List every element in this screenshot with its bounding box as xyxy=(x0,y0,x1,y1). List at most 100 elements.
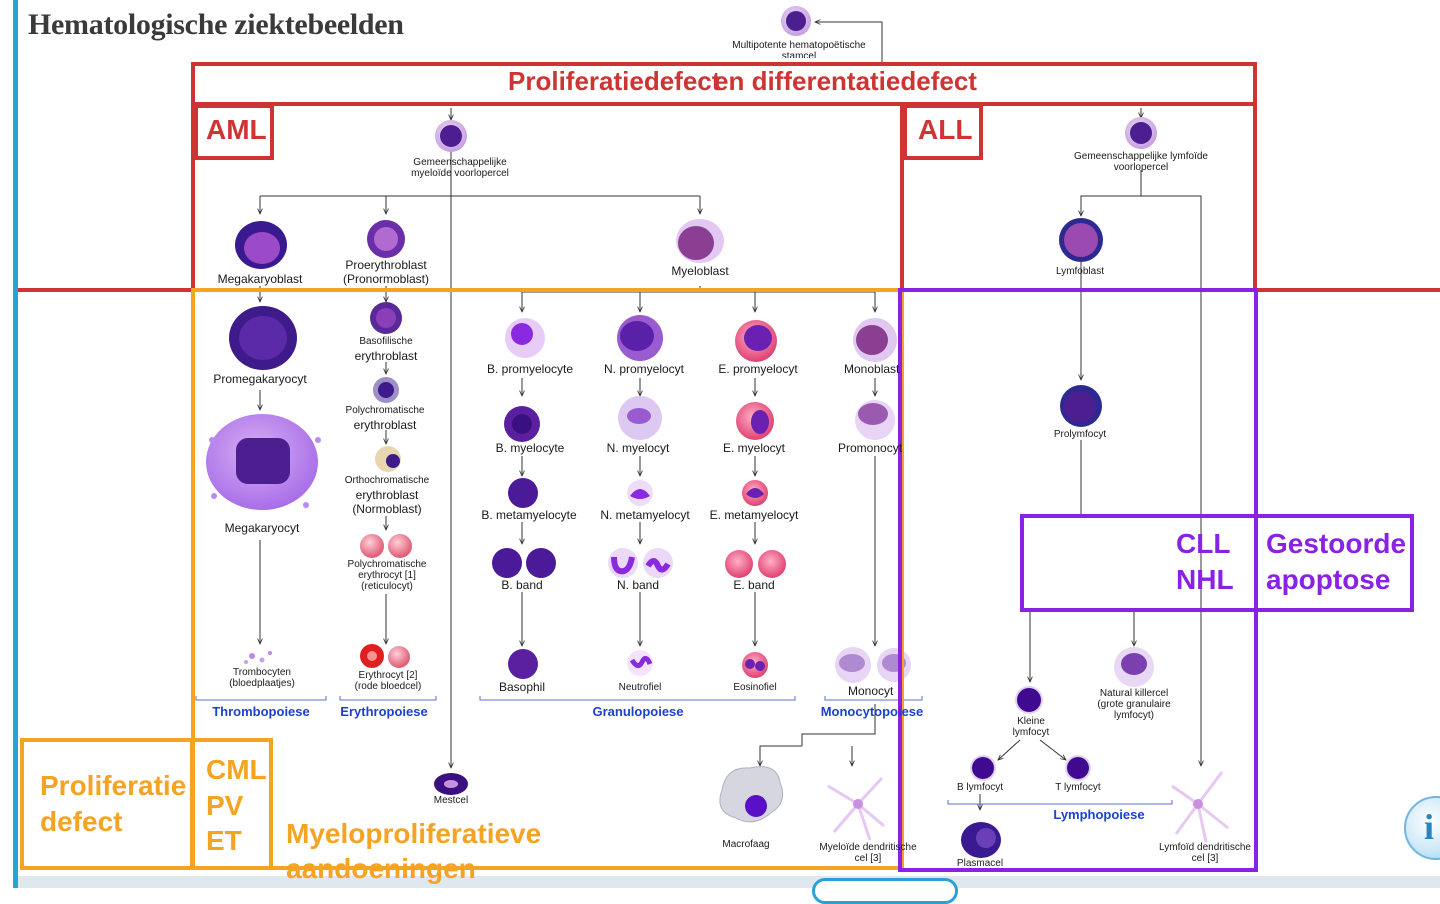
mestcel-label: Mestcel xyxy=(433,795,469,806)
basophilic-erythroblast-label: Basofilische erythroblast xyxy=(354,336,418,363)
bottom-control-pill[interactable] xyxy=(812,878,958,904)
n-band-image xyxy=(608,548,673,578)
n-myelocyt-label: N. myelocyt xyxy=(606,441,670,455)
b-lymfocyt-label: B lymfocyt xyxy=(956,782,1004,793)
e-myelocyt-label: E. myelocyt xyxy=(722,441,785,455)
e-promyelocyte-image xyxy=(735,320,777,362)
erythropoiesis-label: Erythropoiese xyxy=(340,704,428,719)
e-metamyelocyte-image xyxy=(742,480,768,506)
small-lymphocyte-label: Kleine lymfocyt xyxy=(1012,716,1050,738)
page-title: Hematologische ziektebeelden xyxy=(28,8,404,41)
lymphoid-dendritic-cell-image xyxy=(1171,771,1229,843)
megakaryoblast-label: Megakaryoblast xyxy=(217,272,303,286)
promonocyt-label: Promonocyt xyxy=(838,441,903,455)
myeloid-progenitor-label: Gemeenschappelijke myeloïde voorlopercel xyxy=(411,157,509,179)
e-promyelocyt-label: E. promyelocyt xyxy=(718,362,798,376)
aml-box xyxy=(191,102,904,292)
granulopoiesis-label: Granulopoiese xyxy=(592,704,684,719)
n-metamyelocyte-image xyxy=(627,480,653,506)
basophil-image xyxy=(508,649,538,679)
polychromatic-erythroblast-image xyxy=(373,377,399,403)
reticulocyte-image xyxy=(360,534,412,558)
basophil-label: Basophil xyxy=(498,680,546,694)
lineage-brackets xyxy=(195,696,1173,805)
n-promyelocyt-label: N. promyelocyt xyxy=(603,362,685,376)
all-label-box xyxy=(903,104,983,160)
n-band-label: N. band xyxy=(616,578,660,592)
neutrophil-image xyxy=(627,650,653,676)
proerythroblast-image xyxy=(367,220,405,258)
aml-label-box xyxy=(194,104,274,160)
neutrofiel-label: Neutrofiel xyxy=(618,682,662,693)
e-band-label: E. band xyxy=(733,578,775,592)
b-lymphocyte-image xyxy=(970,755,996,781)
mastcell-image xyxy=(434,773,468,795)
myeloblast-label: Myeloblast xyxy=(671,264,729,278)
nk-cell-image xyxy=(1114,647,1154,687)
cml-label: CML xyxy=(206,754,267,785)
b-band-image xyxy=(492,548,556,578)
small-lymphocyte-image xyxy=(1015,686,1043,714)
proliferation-defect-box xyxy=(20,738,194,870)
b-promyelocyte-label: B. promyelocyte xyxy=(486,362,574,376)
megakaryocyte-image xyxy=(206,414,321,510)
promegakaryocyt-label: Promegakaryocyt xyxy=(213,372,307,386)
monocytopoiesis-label: Monocytopoiese xyxy=(820,704,924,719)
monoblast-label: Monoblast xyxy=(844,362,900,376)
macrofaag-label: Macrofaag xyxy=(722,839,770,850)
e-band-image xyxy=(725,550,786,578)
et-label: ET xyxy=(206,825,242,856)
differentiation-defect-header: en differentatiedefect xyxy=(714,66,977,96)
b-metamyelocyte-image xyxy=(508,478,538,508)
apoptosis-label-line2: apoptose xyxy=(1266,564,1391,595)
proliferation-defect-header: Proliferatiedefect xyxy=(508,66,721,96)
myeloid-dendritic-cell-image xyxy=(827,776,885,841)
plasmacel-label: Plasmacel xyxy=(956,858,1004,869)
b-myelocyte-image xyxy=(504,406,540,442)
apoptosis-box xyxy=(1254,514,1414,612)
b-band-label: B. band xyxy=(501,578,543,592)
e-metamyelocyt-label: E. metamyelocyt xyxy=(709,508,799,522)
polychromatic-erythroblast-label: Polychromatische erythroblast xyxy=(345,405,425,432)
thrombopoiesis-label: Thrombopoiese xyxy=(212,704,310,719)
eosinophil-image xyxy=(742,652,768,678)
mpn-label-line2: aandoeningen xyxy=(286,853,476,884)
myeloblast-image xyxy=(676,219,724,263)
stem-cell-image xyxy=(781,6,811,36)
aml-label: AML xyxy=(206,114,267,145)
myeloid-dendritic-cell-label: Myeloïde dendritische cel [3] xyxy=(819,842,917,864)
macrophage-image xyxy=(719,766,784,823)
proliferation-defect-label-line2: defect xyxy=(40,806,123,837)
lymphoid-dendritic-cell-label: Lymfoïd dendritische cel [3] xyxy=(1159,842,1251,864)
cml-pv-et-box xyxy=(191,738,273,870)
thrombocytes-label: Trombocyten (bloedplaatjes) xyxy=(229,667,295,689)
monoblast-image xyxy=(853,318,897,362)
bottom-scroll-strip xyxy=(18,876,1440,888)
b-myelocyte-label: B. myelocyte xyxy=(495,441,565,455)
erythrocyte-label: Erythrocyt [2] (rode bloedcel) xyxy=(354,670,422,692)
all-label: ALL xyxy=(918,114,973,145)
nk-cell-label: Natural killercel (grote granulaire lymfoc… xyxy=(1097,688,1171,721)
lymfoblast-image xyxy=(1059,218,1103,262)
lymphoid-progenitor-label: Gemeenschappelijke lymfoïde voorlopercel xyxy=(1074,151,1208,173)
b-promyelocyte-image xyxy=(505,318,545,358)
lymphoid-progenitor-image xyxy=(1125,117,1157,149)
n-myelocyte-image xyxy=(618,396,662,440)
basophilic-erythroblast-image xyxy=(370,302,402,334)
apoptosis-label-line1: Gestoorde xyxy=(1266,528,1407,559)
promonocyte-image xyxy=(855,400,895,440)
megakaryocyt-label: Megakaryocyt xyxy=(224,521,300,535)
thrombocytes-image xyxy=(244,651,272,664)
n-promyelocyte-image xyxy=(617,315,663,361)
eosinofiel-label: Eosinofiel xyxy=(733,682,777,693)
prolymfocyt-label: Prolymfocyt xyxy=(1053,429,1107,440)
reticulocyte-label: Polychromatische erythrocyt [1] (reticuloc… xyxy=(347,559,427,592)
myeloid-progenitor-image xyxy=(435,120,467,152)
b-metamyelocyte-label: B. metamyelocyte xyxy=(481,508,577,522)
t-lymphocyte-image xyxy=(1065,755,1091,781)
erythrocyte-image xyxy=(360,644,410,668)
orthochromatic-erythroblast-image xyxy=(375,446,401,472)
lymphopoiesis-label: Lymphopoiese xyxy=(1053,807,1145,822)
left-accent-bar xyxy=(13,0,18,888)
